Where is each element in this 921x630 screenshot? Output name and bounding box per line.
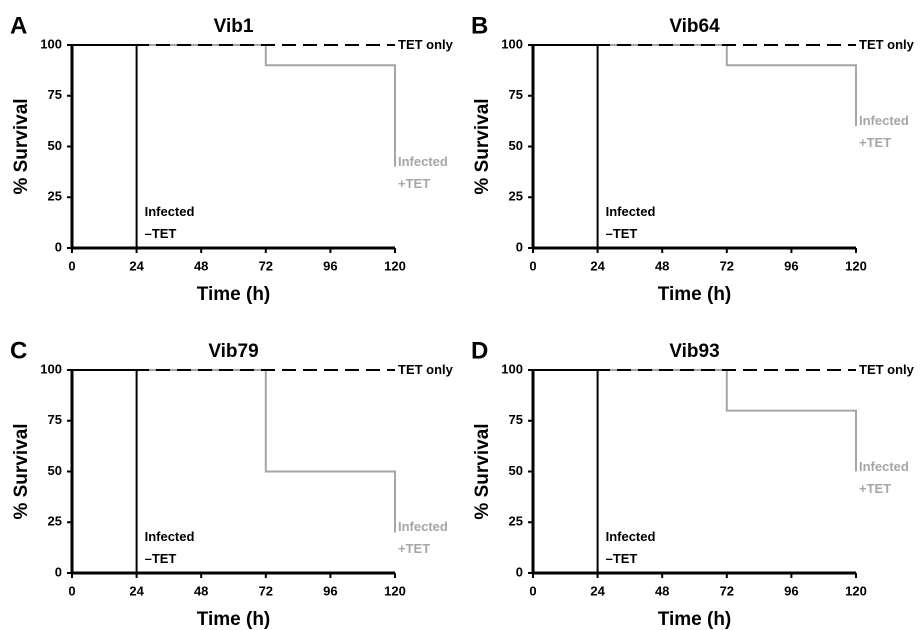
y-tick-label: 100 bbox=[40, 36, 62, 51]
series-label: TET only bbox=[859, 37, 914, 52]
x-tick-label: 48 bbox=[194, 583, 208, 598]
y-axis-label: % Survival bbox=[11, 423, 32, 519]
y-axis-label: % Survival bbox=[472, 98, 493, 194]
x-tick-label: 72 bbox=[720, 583, 734, 598]
y-tick-label: 25 bbox=[48, 189, 62, 204]
panel-label: A bbox=[10, 12, 27, 39]
x-tick-label: 96 bbox=[784, 258, 798, 273]
y-tick-label: 75 bbox=[48, 87, 62, 102]
x-tick-label: 24 bbox=[129, 258, 144, 273]
chart-title: Vib79 bbox=[208, 341, 258, 362]
series-label: Infected +TET bbox=[398, 519, 448, 557]
y-axis-label: % Survival bbox=[11, 98, 32, 194]
series-label: Infected –TET bbox=[144, 204, 195, 241]
x-axis-label: Time (h) bbox=[197, 609, 271, 630]
x-tick-label: 120 bbox=[384, 583, 406, 598]
x-tick-label: 0 bbox=[68, 583, 75, 598]
y-tick-label: 100 bbox=[501, 36, 523, 51]
survival-line bbox=[72, 369, 396, 533]
y-tick-label: 75 bbox=[48, 412, 62, 427]
survival-line bbox=[72, 44, 138, 248]
survival-line bbox=[533, 369, 857, 472]
y-tick-label: 25 bbox=[509, 189, 523, 204]
survival-line bbox=[533, 369, 599, 573]
y-tick-label: 50 bbox=[48, 138, 62, 153]
x-tick-label: 72 bbox=[259, 583, 273, 598]
y-tick-label: 25 bbox=[48, 514, 62, 529]
x-tick-label: 24 bbox=[129, 583, 144, 598]
x-tick-label: 48 bbox=[655, 583, 669, 598]
x-tick-label: 96 bbox=[784, 583, 798, 598]
y-tick-label: 0 bbox=[55, 239, 62, 254]
series-label: Infected –TET bbox=[144, 529, 195, 566]
y-tick-label: 100 bbox=[501, 361, 523, 376]
x-tick-label: 0 bbox=[68, 258, 75, 273]
survival-line bbox=[533, 44, 599, 248]
x-tick-label: 120 bbox=[384, 258, 406, 273]
y-tick-label: 25 bbox=[509, 514, 523, 529]
x-tick-label: 24 bbox=[590, 258, 605, 273]
series-label: TET only bbox=[398, 362, 453, 377]
series-label: TET only bbox=[398, 37, 453, 52]
x-tick-label: 0 bbox=[529, 258, 536, 273]
x-tick-label: 96 bbox=[323, 583, 337, 598]
x-axis-label: Time (h) bbox=[658, 284, 732, 305]
chart-title: Vib93 bbox=[669, 341, 719, 362]
chart-title: Vib64 bbox=[669, 16, 720, 37]
y-axis-label: % Survival bbox=[472, 423, 493, 519]
x-tick-label: 96 bbox=[323, 258, 337, 273]
y-tick-label: 75 bbox=[509, 87, 523, 102]
series-label: Infected –TET bbox=[605, 204, 656, 241]
y-tick-label: 0 bbox=[516, 239, 523, 254]
panel-label: B bbox=[471, 12, 488, 39]
series-label: Infected +TET bbox=[398, 153, 448, 191]
y-tick-label: 50 bbox=[509, 463, 523, 478]
x-tick-label: 72 bbox=[720, 258, 734, 273]
chart-title: Vib1 bbox=[214, 16, 254, 37]
y-tick-label: 0 bbox=[55, 564, 62, 579]
y-tick-label: 0 bbox=[516, 564, 523, 579]
x-axis-label: Time (h) bbox=[658, 609, 732, 630]
x-tick-label: 72 bbox=[259, 258, 273, 273]
survival-line bbox=[72, 44, 396, 167]
series-label: TET only bbox=[859, 362, 914, 377]
x-tick-label: 120 bbox=[845, 258, 867, 273]
series-label: Infected +TET bbox=[859, 458, 909, 496]
panel-label: C bbox=[10, 337, 27, 364]
series-label: Infected –TET bbox=[605, 529, 656, 566]
y-tick-label: 50 bbox=[509, 138, 523, 153]
survival-line bbox=[72, 369, 138, 573]
y-tick-label: 75 bbox=[509, 412, 523, 427]
panel-label: D bbox=[471, 337, 488, 364]
x-tick-label: 48 bbox=[655, 258, 669, 273]
x-tick-label: 48 bbox=[194, 258, 208, 273]
y-tick-label: 50 bbox=[48, 463, 62, 478]
x-axis-label: Time (h) bbox=[197, 284, 271, 305]
x-tick-label: 24 bbox=[590, 583, 605, 598]
survival-line bbox=[533, 44, 857, 127]
y-tick-label: 100 bbox=[40, 361, 62, 376]
series-label: Infected +TET bbox=[859, 113, 909, 151]
x-tick-label: 0 bbox=[529, 583, 536, 598]
x-tick-label: 120 bbox=[845, 583, 867, 598]
